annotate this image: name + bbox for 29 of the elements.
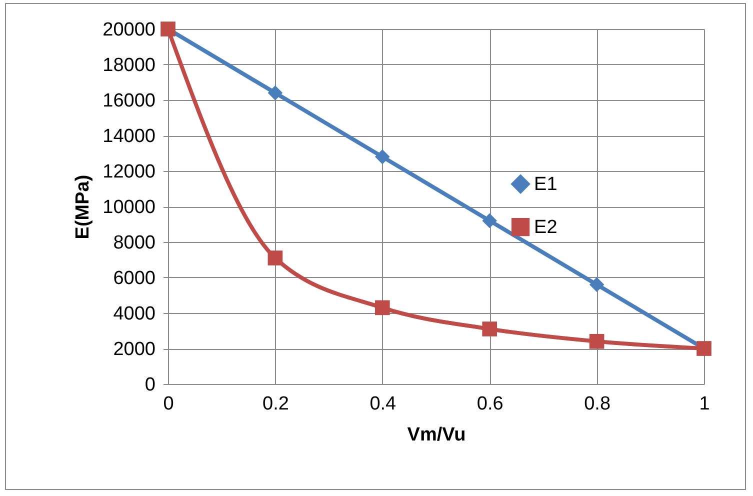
y-tick-label: 8000 — [113, 232, 156, 254]
y-tick-label: 2000 — [113, 339, 156, 360]
legend-label: E2 — [534, 217, 558, 238]
y-tick-label: 4000 — [113, 304, 156, 324]
y-tick-label: 16000 — [102, 90, 156, 112]
y-tick-label: 0 — [144, 374, 156, 396]
y-tick-label: 10000 — [102, 197, 156, 218]
y-axis-title: E(MPa) — [72, 174, 94, 240]
point — [268, 250, 283, 266]
x-tick-label: 0.2 — [262, 394, 289, 414]
point — [482, 213, 498, 228]
point — [589, 334, 604, 349]
point — [374, 300, 390, 316]
y-tick-label: 20000 — [102, 20, 156, 40]
x-tick-label: 0.4 — [370, 394, 397, 414]
x-tick-label: 1 — [699, 394, 710, 414]
y-tick-label: 14000 — [102, 126, 156, 147]
y-tick-label: 18000 — [102, 55, 156, 76]
y-tick-label: 6000 — [113, 268, 156, 289]
x-tick-label: 0 — [163, 394, 174, 414]
legend-label: E1 — [534, 174, 558, 196]
x-tick-label: 0.8 — [584, 394, 611, 414]
point — [374, 149, 390, 164]
x-tick-label: 0.6 — [476, 394, 504, 414]
y-tick-label: 12000 — [102, 162, 156, 182]
x-axis-title: Vm/Vu — [407, 424, 466, 446]
point — [268, 85, 283, 100]
point — [482, 322, 498, 336]
point — [589, 277, 604, 292]
